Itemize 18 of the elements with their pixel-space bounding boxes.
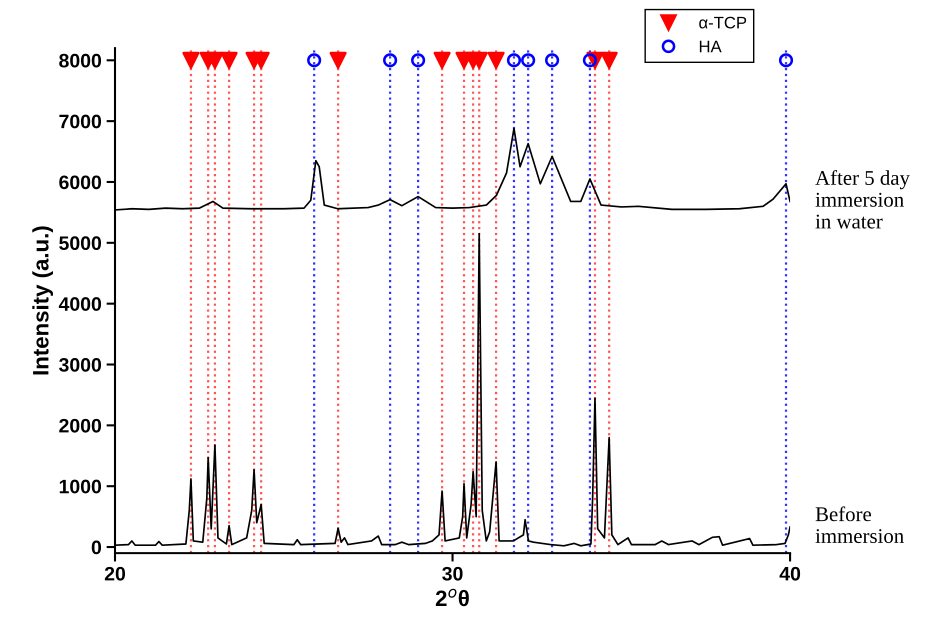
y-tick-label: 4000 (58, 297, 102, 311)
x-tick-label: 30 (442, 566, 463, 581)
legend-label: α-TCP (699, 16, 746, 28)
x-axis-title: 2$^{o}$θ (436, 588, 469, 606)
legend-label: HA (700, 40, 722, 52)
series-label: After 5 day immersion in water (815, 170, 910, 229)
y-tick-label: 8000 (59, 54, 102, 68)
y-tick-label: 3000 (59, 358, 102, 372)
x-tick-label: 20 (104, 566, 126, 581)
y-tick-label: 6000 (59, 175, 102, 190)
y-tick-label: 5000 (59, 236, 102, 250)
y-tick-label: 7000 (59, 114, 102, 128)
y-tick-label: 1000 (60, 480, 102, 494)
y-axis-title: Intensity (a.u.) (32, 226, 54, 374)
series-label: Before immersion (816, 506, 904, 544)
x-tick-label: 40 (780, 566, 800, 581)
y-tick-label: 2000 (59, 418, 102, 433)
y-tick-label: 0 (92, 540, 102, 554)
